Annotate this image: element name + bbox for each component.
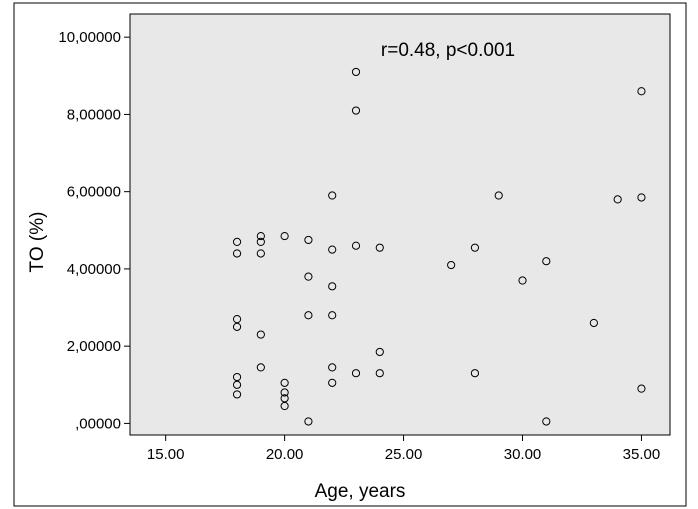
data-point <box>494 191 503 200</box>
data-point <box>304 311 313 320</box>
data-point <box>613 195 622 204</box>
data-point <box>375 243 384 252</box>
x-axis-title: Age, years <box>315 481 406 502</box>
y-tick-label: ,00000 <box>75 415 121 432</box>
y-axis-title: TO (%) <box>27 212 48 273</box>
data-point <box>637 193 646 202</box>
data-point <box>328 191 337 200</box>
data-point <box>304 235 313 245</box>
y-tick-label: 8,00000 <box>67 106 121 123</box>
data-point <box>304 417 313 426</box>
data-point <box>351 106 361 115</box>
data-point <box>375 369 384 378</box>
data-point <box>637 384 646 393</box>
data-point <box>470 243 480 252</box>
x-tick-label: 25.00 <box>385 446 423 463</box>
y-axis: ,00000 2,00000 4,00000 6,00000 8,00000 10,000… <box>58 29 130 432</box>
data-point <box>280 401 289 411</box>
correlation-annotation: r=0.48, p<0.001 <box>381 40 515 61</box>
x-axis: 15.00 20.00 25.00 30.00 35.00 <box>147 435 660 463</box>
data-point <box>447 260 456 270</box>
data-point <box>232 390 242 399</box>
y-tick-label: 2,00000 <box>67 338 121 355</box>
x-tick-label: 35.00 <box>623 446 661 463</box>
x-tick-label: 15.00 <box>147 446 185 463</box>
data-point <box>518 276 527 285</box>
data-point <box>280 388 289 397</box>
data-point <box>351 369 361 378</box>
data-point <box>542 257 551 266</box>
data-point <box>589 318 598 328</box>
data-point <box>256 231 265 241</box>
data-point <box>542 417 551 426</box>
data-point <box>232 249 242 258</box>
data-point <box>232 372 242 382</box>
data-points <box>232 67 646 426</box>
data-point <box>637 87 646 96</box>
data-point <box>280 231 289 241</box>
x-tick-label: 20.00 <box>266 446 304 463</box>
data-point <box>256 249 265 258</box>
data-point <box>256 363 265 372</box>
data-point <box>232 315 242 324</box>
data-point <box>328 245 337 254</box>
data-point <box>328 363 337 372</box>
y-tick-label: 6,00000 <box>67 184 121 201</box>
data-point <box>232 237 242 246</box>
data-point <box>232 322 242 331</box>
data-point <box>470 369 480 378</box>
data-point <box>232 380 242 389</box>
data-point <box>256 237 265 246</box>
y-tick-label: 4,00000 <box>67 261 121 278</box>
data-point <box>256 330 265 339</box>
x-tick-label: 30.00 <box>504 446 542 463</box>
data-point <box>280 378 289 387</box>
data-point <box>280 394 289 403</box>
y-tick-label: 10,00000 <box>58 29 121 46</box>
data-point <box>375 347 384 357</box>
data-point <box>328 311 337 320</box>
data-point <box>328 282 337 291</box>
data-point <box>304 272 313 281</box>
data-point <box>351 67 361 77</box>
data-point <box>351 241 361 250</box>
plot-area <box>129 13 671 436</box>
data-point <box>328 378 337 387</box>
